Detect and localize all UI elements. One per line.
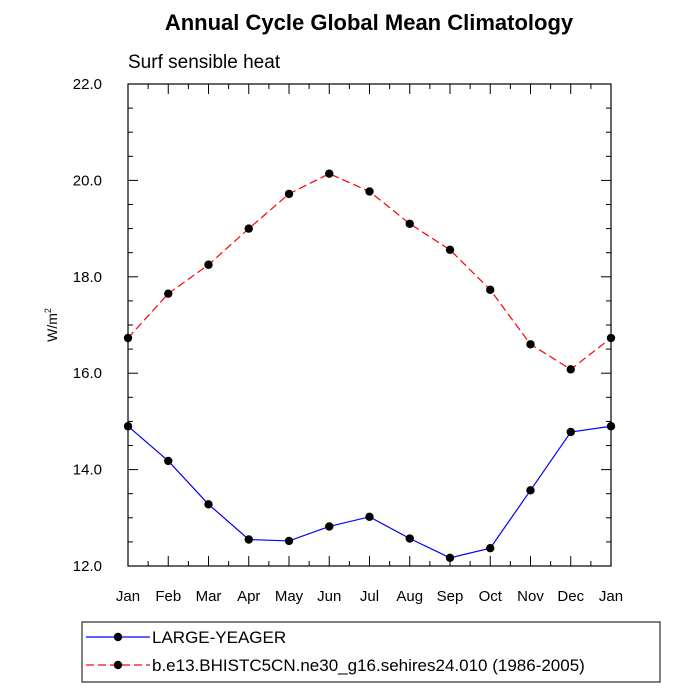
- x-tick-label: Dec: [557, 588, 584, 605]
- series-2-point: [606, 333, 616, 343]
- series-1-point: [405, 534, 414, 543]
- series-2-point: [284, 189, 294, 199]
- series-2-point: [325, 169, 334, 178]
- series-group: [123, 169, 616, 563]
- y-tick-label: 16.0: [73, 365, 102, 382]
- series-2-point: [164, 289, 173, 298]
- legend-marker-1: [113, 632, 123, 642]
- x-tick-label: Feb: [155, 588, 181, 605]
- axes-group: Jan Feb Mar Apr May Jun Jul Aug Sep Oct Nov Dec Jan 1…: [73, 76, 623, 605]
- plot-frame: [127, 83, 612, 567]
- x-tick-label: Jan: [116, 588, 140, 605]
- series-2-point: [486, 285, 495, 295]
- series-1-point: [445, 553, 455, 563]
- series-1-point: [606, 422, 616, 431]
- series-line-1: [127, 425, 612, 559]
- series-2-point: [526, 340, 535, 349]
- y-tick-label: 22.0: [73, 76, 102, 93]
- series-1-point: [566, 427, 575, 437]
- legend: LARGE-YEAGER b.e13.BHISTC5CN.ne30_g16.seh…: [81, 621, 661, 683]
- legend-box: [81, 621, 661, 683]
- chart-title: Annual Cycle Global Mean Climatology: [165, 10, 574, 35]
- series-2-point: [405, 219, 414, 228]
- series-1-point: [325, 522, 334, 531]
- series-2-point: [445, 245, 455, 255]
- series-2-point: [244, 224, 253, 233]
- series-1-point: [244, 535, 253, 544]
- y-tick-label: 20.0: [73, 172, 102, 189]
- series-1-point: [526, 486, 535, 495]
- series-1-point: [204, 500, 213, 509]
- chart-subtitle: Surf sensible heat: [128, 52, 281, 73]
- y-axis-label: W/m2: [43, 308, 60, 342]
- x-tick-label: Sep: [437, 588, 464, 605]
- y-tick-label: 18.0: [73, 269, 102, 286]
- series-1-point: [284, 536, 294, 546]
- legend-label-2: b.e13.BHISTC5CN.ne30_g16.sehires24.010 (…: [152, 656, 585, 675]
- x-tick-label: Apr: [237, 588, 260, 605]
- y-tick-label: 14.0: [73, 462, 102, 479]
- x-tick-label: Mar: [196, 588, 222, 605]
- x-tick-label: Oct: [479, 588, 503, 605]
- x-tick-label: Jun: [317, 588, 341, 605]
- x-tick-label: Jan: [599, 588, 623, 605]
- legend-marker-2: [113, 660, 123, 670]
- x-tick-label: Jul: [360, 588, 379, 605]
- x-tick-label: May: [275, 588, 304, 605]
- series-1-point: [164, 456, 173, 466]
- series-1-point: [486, 543, 495, 553]
- y-tick-label: 12.0: [73, 558, 102, 575]
- x-tick-label: Nov: [517, 588, 544, 605]
- x-tick-label: Aug: [396, 588, 423, 605]
- series-2-point: [365, 187, 374, 196]
- legend-label-1: LARGE-YEAGER: [152, 628, 286, 647]
- series-line-2: [127, 172, 612, 371]
- series-2-point: [123, 333, 133, 343]
- series-1-point: [123, 422, 133, 431]
- series-1-point: [365, 512, 374, 522]
- series-2-point: [204, 260, 213, 269]
- series-2-point: [566, 365, 575, 374]
